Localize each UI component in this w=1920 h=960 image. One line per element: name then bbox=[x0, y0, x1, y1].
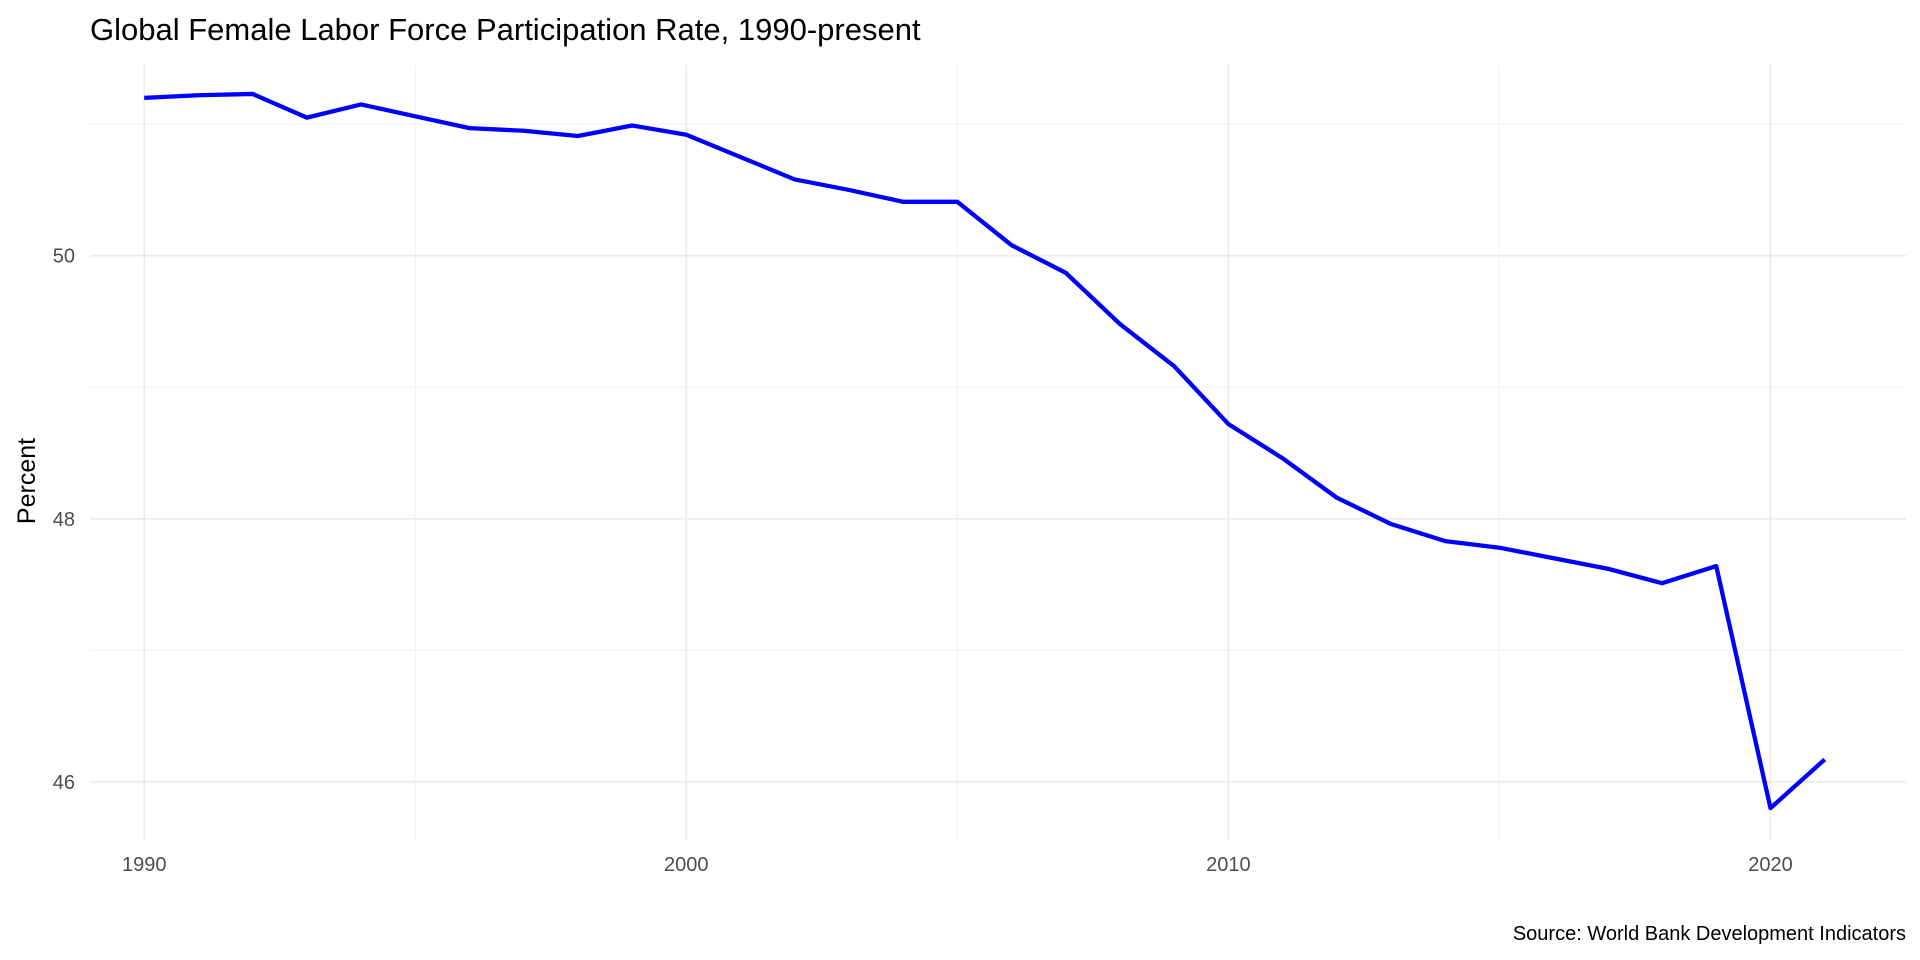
major-gridlines bbox=[90, 65, 1906, 841]
y-axis-title: Percent bbox=[13, 438, 41, 524]
minor-gridlines bbox=[90, 65, 1906, 841]
y-axis-tick-labels: 46 48 50 bbox=[53, 246, 75, 794]
x-tick-label: 1990 bbox=[122, 854, 167, 876]
chart-title: Global Female Labor Force Participation … bbox=[90, 12, 921, 47]
x-axis-tick-labels: 1990 2000 2010 2020 bbox=[122, 854, 1793, 876]
y-tick-label: 48 bbox=[53, 509, 75, 531]
series-layer bbox=[144, 91, 1827, 811]
x-tick-label: 2020 bbox=[1748, 854, 1793, 876]
x-tick-label: 2010 bbox=[1206, 854, 1251, 876]
y-tick-label: 50 bbox=[53, 246, 75, 268]
x-tick-label: 2000 bbox=[664, 854, 709, 876]
chart-caption: Source: World Bank Development Indicator… bbox=[1513, 923, 1906, 945]
y-tick-label: 46 bbox=[53, 772, 75, 794]
series-line bbox=[144, 91, 1827, 811]
